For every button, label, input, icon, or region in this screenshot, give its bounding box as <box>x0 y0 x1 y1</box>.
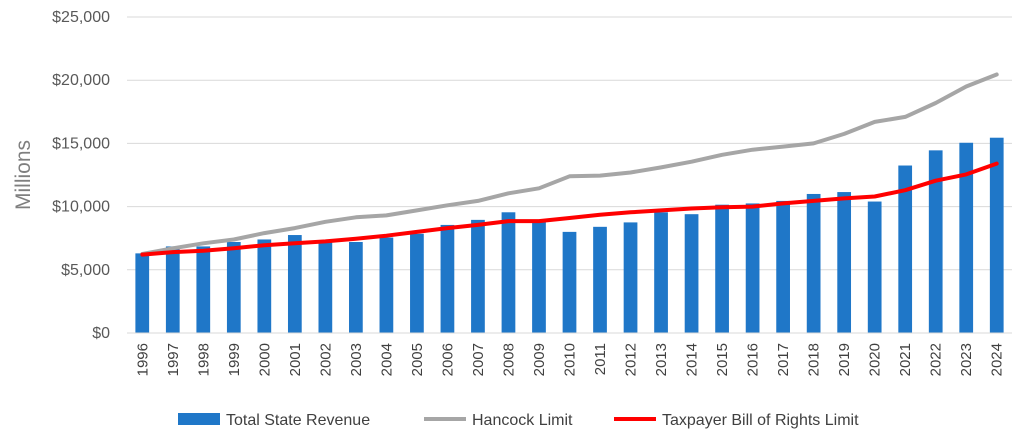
legend-item: Total State Revenue <box>178 412 370 429</box>
x-tick-label: 2008 <box>500 343 517 376</box>
x-tick-label: 2019 <box>836 343 853 376</box>
x-tick-label: 2015 <box>714 343 731 376</box>
legend-label: Taxpayer Bill of Rights Limit <box>662 412 859 429</box>
bar-2009 <box>532 221 546 333</box>
y-axis-ticks: $0 $5,000 $10,000 $15,000 $20,000 $25,000 <box>52 9 110 342</box>
x-tick-label: 2018 <box>806 343 823 376</box>
x-tick-label: 2021 <box>897 343 914 376</box>
bar-2003 <box>349 241 363 333</box>
x-tick-label: 2003 <box>348 343 365 376</box>
bar-2014 <box>684 214 699 333</box>
bar-2005 <box>410 233 424 333</box>
bar-2019 <box>837 192 852 333</box>
bar-2015 <box>715 204 729 333</box>
series-lines <box>140 72 999 257</box>
x-tick-label: 2014 <box>684 343 701 376</box>
legend-swatch-bar <box>178 413 220 425</box>
bar-2022 <box>928 150 943 333</box>
bar-2012 <box>623 222 638 333</box>
legend: Total State Revenue Hancock Limit Taxpayer… <box>178 412 859 429</box>
bar-2020 <box>867 201 882 333</box>
x-tick-label: 2001 <box>287 343 304 376</box>
bar-2023 <box>959 142 974 333</box>
bar-1996 <box>135 253 150 333</box>
x-tick-label: 2016 <box>745 343 762 376</box>
bar-2016 <box>745 203 760 333</box>
bar-2001 <box>287 235 302 333</box>
bar-2007 <box>471 219 485 333</box>
y-tick-label: $0 <box>92 325 110 342</box>
taxpayer-bill-of-rights-limit-line <box>140 161 999 257</box>
bar-2011 <box>593 226 607 333</box>
x-tick-label: 2006 <box>439 343 456 376</box>
x-axis-ticks: 1996 1997 1998 1999 2000 2001 2002 2003 2004 2005… <box>134 343 1005 376</box>
bar-1998 <box>196 246 211 333</box>
x-tick-label: 2020 <box>867 343 884 376</box>
x-tick-label: 1996 <box>134 343 151 376</box>
y-tick-label: $25,000 <box>52 9 110 26</box>
bar-2021 <box>898 165 913 333</box>
x-tick-label: 2022 <box>928 343 945 376</box>
bar-2002 <box>318 240 333 333</box>
bar-2006 <box>440 224 455 333</box>
y-axis-label: Millions <box>12 140 35 210</box>
x-tick-label: 2017 <box>775 343 792 376</box>
bar-1997 <box>165 246 180 333</box>
bar-2017 <box>776 200 790 333</box>
x-tick-label: 2002 <box>317 343 334 376</box>
y-tick-label: $20,000 <box>52 72 110 89</box>
legend-item: Taxpayer Bill of Rights Limit <box>614 412 859 429</box>
x-tick-label: 2009 <box>531 343 548 376</box>
bar-2024 <box>989 137 1004 333</box>
bar-2010 <box>562 231 577 333</box>
x-tick-label: 1999 <box>226 343 243 376</box>
x-tick-label: 2013 <box>653 343 670 376</box>
x-tick-label: 2024 <box>989 343 1006 376</box>
x-tick-label: 2007 <box>470 343 487 376</box>
bar-2013 <box>654 212 668 333</box>
bar-1999 <box>226 241 241 333</box>
x-tick-label: 2010 <box>562 343 579 376</box>
bar-2000 <box>257 239 272 333</box>
bar-2018 <box>806 193 821 333</box>
legend-label: Total State Revenue <box>226 412 370 429</box>
bars <box>135 137 1004 333</box>
x-tick-label: 2004 <box>378 343 395 376</box>
x-tick-label: 2000 <box>256 343 273 376</box>
bar-2008 <box>501 212 516 333</box>
x-tick-label: 2012 <box>623 343 640 376</box>
legend-item: Hancock Limit <box>424 412 573 429</box>
y-tick-label: $5,000 <box>61 262 110 279</box>
hancock-limit-line <box>140 72 999 256</box>
x-tick-label: 1997 <box>165 343 182 376</box>
y-tick-label: $15,000 <box>52 135 110 152</box>
x-tick-label: 2011 <box>592 343 609 375</box>
x-tick-label: 1998 <box>195 343 212 376</box>
legend-label: Hancock Limit <box>472 412 573 429</box>
x-tick-label: 2023 <box>958 343 975 376</box>
gridlines <box>127 16 1012 271</box>
y-tick-label: $10,000 <box>52 199 110 216</box>
x-tick-label: 2005 <box>409 343 426 376</box>
bar-2004 <box>379 237 394 333</box>
